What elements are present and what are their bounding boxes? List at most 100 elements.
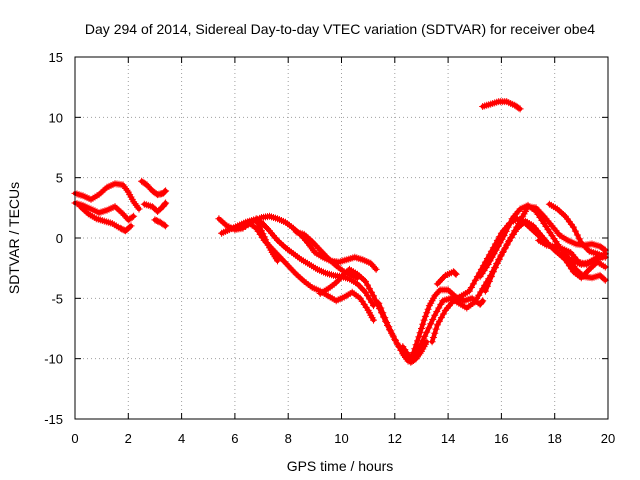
- data-point: [126, 223, 134, 231]
- data-point: [435, 317, 443, 325]
- data-point: [381, 314, 389, 322]
- data-point: [372, 296, 379, 304]
- data-point: [120, 183, 128, 191]
- data-point: [451, 269, 459, 277]
- data-point: [162, 199, 170, 207]
- data-point: [262, 236, 269, 244]
- x-tick-label: 10: [334, 431, 348, 446]
- data-point: [161, 188, 169, 195]
- series-track-21: [479, 98, 524, 113]
- x-tick-label: 2: [125, 431, 132, 446]
- data-point: [131, 200, 139, 208]
- data-point: [499, 247, 507, 255]
- data-point: [439, 310, 447, 318]
- data-point: [600, 245, 608, 253]
- series-track-20: [545, 200, 609, 261]
- data-point: [494, 242, 502, 250]
- data-point: [503, 240, 511, 248]
- data-point: [306, 241, 313, 249]
- data-point: [383, 319, 391, 326]
- y-tick-label: 15: [49, 50, 63, 65]
- data-point: [252, 215, 260, 223]
- data-point: [600, 275, 608, 283]
- series-track-2: [71, 199, 138, 224]
- data-point: [435, 304, 443, 312]
- data-point: [467, 284, 475, 291]
- data-point: [471, 276, 479, 284]
- data-point: [478, 298, 486, 306]
- data-point: [435, 287, 443, 295]
- data-point: [393, 339, 401, 347]
- data-point: [389, 331, 397, 339]
- data-point: [487, 273, 495, 281]
- data-point: [387, 327, 395, 335]
- data-point: [421, 332, 429, 340]
- y-tick-label: 0: [56, 231, 63, 246]
- data-point: [424, 305, 432, 313]
- data-point: [256, 224, 264, 232]
- data-point: [506, 219, 514, 227]
- data-point: [451, 270, 459, 278]
- data-point: [308, 245, 316, 253]
- data-point: [431, 329, 439, 337]
- data-point: [452, 270, 460, 278]
- data-point: [135, 205, 143, 213]
- data-point: [370, 316, 377, 324]
- axis-ticks: 0 2 4 6 8 10 12 14 16 18 20 -15 -10 -5 0 5 10 15: [44, 50, 615, 446]
- y-tick-label: 5: [56, 171, 63, 186]
- data-point: [377, 304, 385, 312]
- data-point: [415, 333, 423, 341]
- x-tick-label: 8: [285, 431, 292, 446]
- series-track-6: [151, 216, 170, 230]
- series-track-10: [252, 215, 281, 265]
- data-point: [433, 321, 441, 329]
- data-point: [258, 227, 265, 235]
- y-tick-label: -10: [44, 352, 63, 367]
- data-point: [516, 105, 524, 113]
- data-point: [425, 324, 433, 332]
- data-point: [128, 213, 136, 221]
- grid: [75, 57, 608, 419]
- data-point: [490, 250, 498, 258]
- data-point: [573, 231, 581, 239]
- data-point: [427, 320, 435, 328]
- x-tick-label: 12: [388, 431, 402, 446]
- data-point: [161, 200, 169, 208]
- data-point: [415, 345, 423, 353]
- y-tick-label: 10: [49, 110, 63, 125]
- series-track-5: [140, 199, 170, 215]
- data-point: [569, 223, 577, 231]
- data-point: [469, 280, 477, 288]
- data-point: [375, 299, 383, 307]
- data-point: [423, 328, 431, 336]
- series-track-18: [481, 217, 609, 295]
- data-point: [254, 218, 262, 226]
- data-point: [419, 320, 427, 328]
- data-point: [162, 187, 170, 195]
- data-point: [123, 186, 131, 194]
- data-point: [127, 222, 135, 230]
- data-point: [370, 292, 377, 300]
- data-point: [130, 198, 138, 206]
- data-point: [571, 227, 579, 235]
- data-point: [492, 246, 500, 254]
- x-tick-label: 16: [494, 431, 508, 446]
- data-point: [134, 203, 142, 211]
- data-point: [429, 334, 437, 341]
- data-point: [391, 335, 399, 343]
- data-point: [433, 308, 441, 316]
- data-point: [437, 300, 445, 308]
- data-point: [366, 285, 373, 293]
- data-point: [495, 255, 503, 263]
- data-point: [432, 325, 440, 333]
- data-point: [419, 337, 427, 345]
- data-point: [130, 212, 138, 220]
- data-point: [479, 297, 487, 305]
- data-point: [491, 264, 499, 272]
- data-point: [119, 181, 127, 189]
- data-point: [485, 277, 493, 285]
- data-point: [274, 257, 281, 265]
- x-tick-label: 18: [547, 431, 561, 446]
- data-point: [416, 329, 424, 337]
